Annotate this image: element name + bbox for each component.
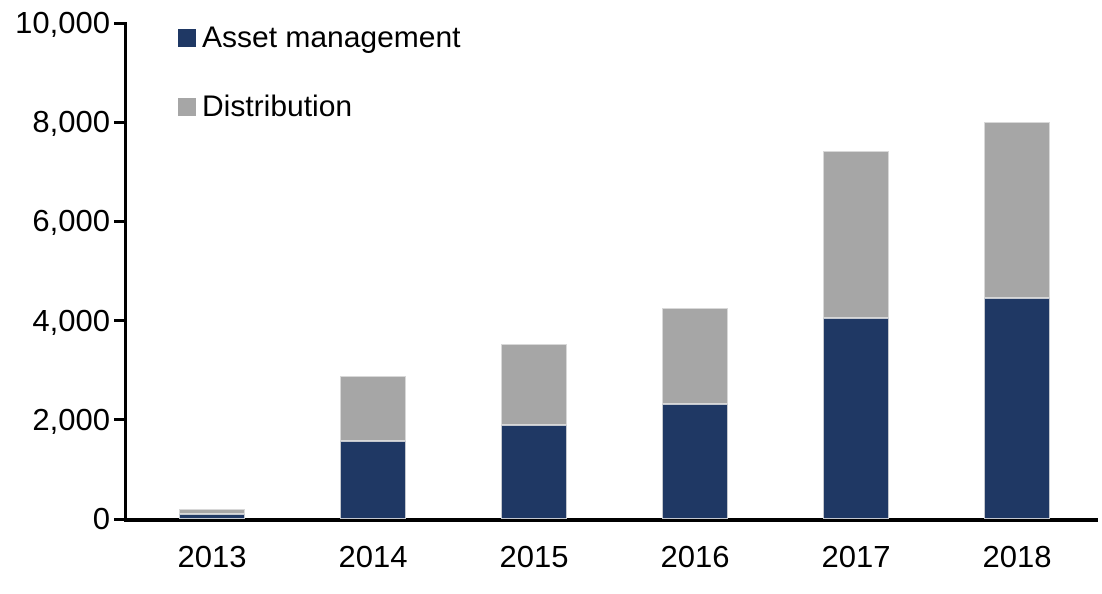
x-tick-label-2017: 2017 xyxy=(821,539,891,574)
bar-segment-distribution-2014 xyxy=(340,376,406,442)
bar-segment-asset-management-2016 xyxy=(662,404,728,519)
bar-segment-distribution-2017 xyxy=(823,150,889,318)
bar-segment-asset-management-2018 xyxy=(984,298,1050,519)
bar-segment-distribution-2015 xyxy=(501,344,567,426)
y-axis-line xyxy=(124,22,127,521)
x-tick-label-2018: 2018 xyxy=(982,539,1052,574)
y-tick-mark xyxy=(114,21,125,25)
bar-segment-distribution-2018 xyxy=(984,122,1050,299)
y-tick-mark xyxy=(114,418,125,422)
y-tick-mark xyxy=(114,219,125,223)
y-tick-label: 4,000 xyxy=(32,302,110,338)
bar-segment-asset-management-2017 xyxy=(823,317,889,519)
distribution-swatch-icon xyxy=(178,98,196,116)
y-tick-mark xyxy=(114,517,125,521)
x-tick-label-2013: 2013 xyxy=(177,539,247,574)
bar-segment-distribution-2013 xyxy=(179,509,245,515)
y-tick-label: 6,000 xyxy=(32,203,110,239)
asset-management-swatch-icon xyxy=(178,29,196,47)
bar-segment-asset-management-2015 xyxy=(501,425,567,519)
legend-item-asset-management: Asset management xyxy=(178,22,460,54)
y-tick-label: 0 xyxy=(92,501,110,536)
legend-label-asset-management: Asset management xyxy=(202,21,461,54)
legend-label-distribution: Distribution xyxy=(202,90,353,123)
x-tick-label-2015: 2015 xyxy=(499,539,569,574)
bar-segment-asset-management-2014 xyxy=(340,441,406,519)
y-tick-mark xyxy=(114,319,125,323)
x-tick-label-2016: 2016 xyxy=(660,539,730,574)
y-tick-label: 8,000 xyxy=(32,104,110,140)
y-tick-mark xyxy=(114,120,125,124)
x-tick-label-2014: 2014 xyxy=(338,539,408,574)
x-axis-line xyxy=(124,518,1098,522)
y-tick-label: 10,000 xyxy=(15,5,110,40)
bar-segment-distribution-2016 xyxy=(662,307,728,405)
bar-segment-asset-management-2013 xyxy=(179,514,245,519)
y-tick-label: 2,000 xyxy=(32,401,110,437)
legend-item-distribution: Distribution xyxy=(178,91,352,123)
